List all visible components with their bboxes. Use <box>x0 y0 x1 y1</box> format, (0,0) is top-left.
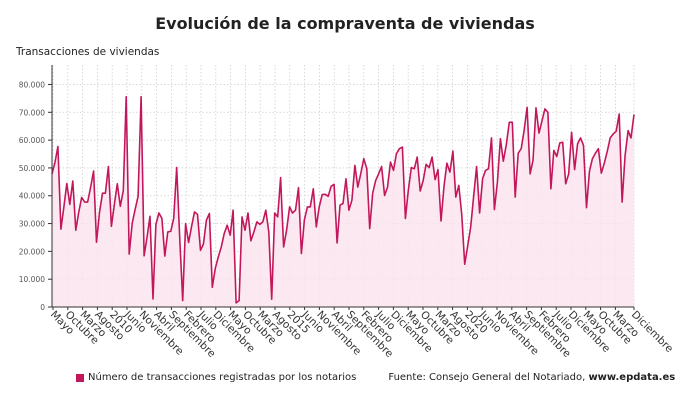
legend: Número de transacciones registradas por … <box>76 372 675 383</box>
y-tick-label: 60.000 <box>19 136 45 145</box>
source-link[interactable]: www.epdata.es <box>588 372 676 383</box>
legend-label: Número de transacciones registradas por … <box>88 372 357 383</box>
y-tick-label: 70.000 <box>19 108 45 117</box>
y-tick-label: 40.000 <box>19 192 45 201</box>
y-tick-label: 80.000 <box>19 80 45 89</box>
chart-title: Evolución de la compraventa de viviendas <box>155 14 535 33</box>
series-area <box>52 96 634 307</box>
source-note: Fuente: Consejo General del Notariado, w… <box>388 372 675 383</box>
source-text: Fuente: Consejo General del Notariado, <box>388 372 589 383</box>
y-axis-label: Transacciones de viviendas <box>16 46 160 58</box>
y-tick-label: 10.000 <box>19 275 45 284</box>
legend-swatch <box>76 373 84 382</box>
y-tick-label: 50.000 <box>19 164 45 173</box>
y-tick-label: 30.000 <box>19 220 45 229</box>
y-tick-label: 20.000 <box>19 247 45 256</box>
series-line <box>51 95 635 304</box>
y-tick-label: 0 <box>40 303 45 312</box>
line-chart: 0 10.000 20.000 30.000 40.000 50.000 60.000 70.… <box>19 65 675 360</box>
